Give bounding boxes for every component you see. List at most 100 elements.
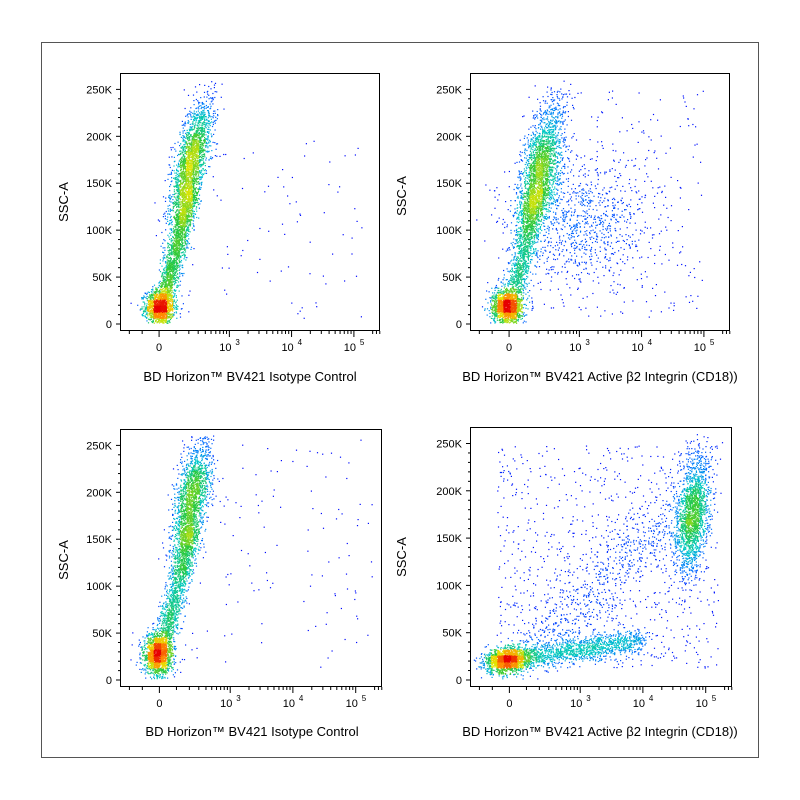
event-dot	[199, 119, 200, 120]
event-dot	[188, 219, 189, 220]
event-dot	[185, 259, 186, 260]
event-dot	[196, 211, 197, 212]
event-dot	[210, 141, 211, 142]
event-dot	[169, 233, 170, 234]
event-dot	[165, 218, 166, 219]
event-dot	[200, 176, 201, 177]
event-dot	[182, 174, 183, 175]
event-dot	[169, 303, 170, 304]
event-dot	[176, 211, 177, 212]
event-dot	[193, 223, 194, 224]
event-dot	[188, 229, 189, 230]
event-dot	[169, 174, 170, 175]
event-dot	[167, 221, 168, 222]
event-dot	[199, 102, 200, 103]
event-dot	[148, 311, 149, 312]
event-dot	[210, 88, 211, 89]
event-dot	[196, 208, 197, 209]
event-dot	[185, 213, 186, 214]
event-dot	[174, 274, 175, 275]
event-dot	[205, 147, 206, 148]
event-dot	[198, 143, 199, 144]
event-dot	[172, 272, 173, 273]
event-dot	[169, 271, 170, 272]
event-dot	[163, 196, 164, 197]
event-dot	[186, 148, 187, 149]
event-dot	[175, 254, 176, 255]
event-dot	[199, 121, 200, 122]
event-dot	[177, 170, 178, 171]
event-dot	[160, 300, 161, 301]
event-dot	[200, 122, 201, 123]
event-dot	[358, 148, 359, 149]
event-dot	[183, 303, 184, 304]
event-dot	[183, 161, 184, 162]
event-dot	[192, 211, 193, 212]
event-dot	[170, 211, 171, 212]
event-dot	[163, 302, 164, 303]
event-dot	[178, 239, 179, 240]
event-dot	[181, 157, 182, 158]
event-dot	[264, 191, 265, 192]
event-dot	[205, 165, 206, 166]
event-dot	[206, 139, 207, 140]
event-dot	[194, 169, 195, 170]
event-dot	[180, 209, 181, 210]
event-dot	[193, 184, 194, 185]
event-dot	[178, 256, 179, 257]
event-dot	[147, 296, 148, 297]
event-dot	[222, 84, 223, 85]
event-dot	[190, 219, 191, 220]
event-dot	[355, 154, 356, 155]
event-dot	[197, 137, 198, 138]
event-dot	[161, 266, 162, 267]
event-dot	[196, 108, 197, 109]
event-dot	[156, 293, 157, 294]
event-dot	[196, 181, 197, 182]
event-dot	[171, 229, 172, 230]
event-dot	[163, 280, 164, 281]
event-dot	[153, 297, 154, 298]
event-dot	[160, 313, 161, 314]
event-dot	[198, 174, 199, 175]
event-dot	[180, 190, 181, 191]
event-dot	[180, 222, 181, 223]
event-dot	[195, 143, 196, 144]
event-dot	[181, 273, 182, 274]
event-dot	[177, 155, 178, 156]
event-dot	[144, 303, 145, 304]
event-dot	[188, 180, 189, 181]
event-dot	[159, 302, 160, 303]
event-dot	[180, 202, 181, 203]
event-dot	[175, 224, 176, 225]
event-dot	[183, 242, 184, 243]
event-dot	[193, 225, 194, 226]
event-dot	[152, 310, 153, 311]
event-dot	[168, 236, 169, 237]
event-dot	[182, 234, 183, 235]
event-dot	[180, 229, 181, 230]
event-dot	[171, 298, 172, 299]
event-dot	[176, 183, 177, 184]
event-dot	[175, 151, 176, 152]
event-dot	[171, 279, 172, 280]
event-dot	[160, 259, 161, 260]
event-dot	[168, 254, 169, 255]
event-dot	[192, 216, 193, 217]
event-dot	[161, 285, 162, 286]
event-dot	[163, 255, 164, 256]
event-dot	[160, 263, 161, 264]
event-dot	[165, 302, 166, 303]
event-dot	[186, 160, 187, 161]
event-dot	[143, 306, 144, 307]
event-dot	[189, 197, 190, 198]
event-dot	[162, 302, 163, 303]
event-dot	[179, 145, 180, 146]
event-dot	[177, 258, 178, 259]
event-dot	[180, 212, 181, 213]
event-dot	[192, 117, 193, 118]
event-dot	[180, 249, 181, 250]
event-dot	[180, 153, 181, 154]
event-dot	[188, 247, 189, 248]
event-dot	[172, 300, 173, 301]
